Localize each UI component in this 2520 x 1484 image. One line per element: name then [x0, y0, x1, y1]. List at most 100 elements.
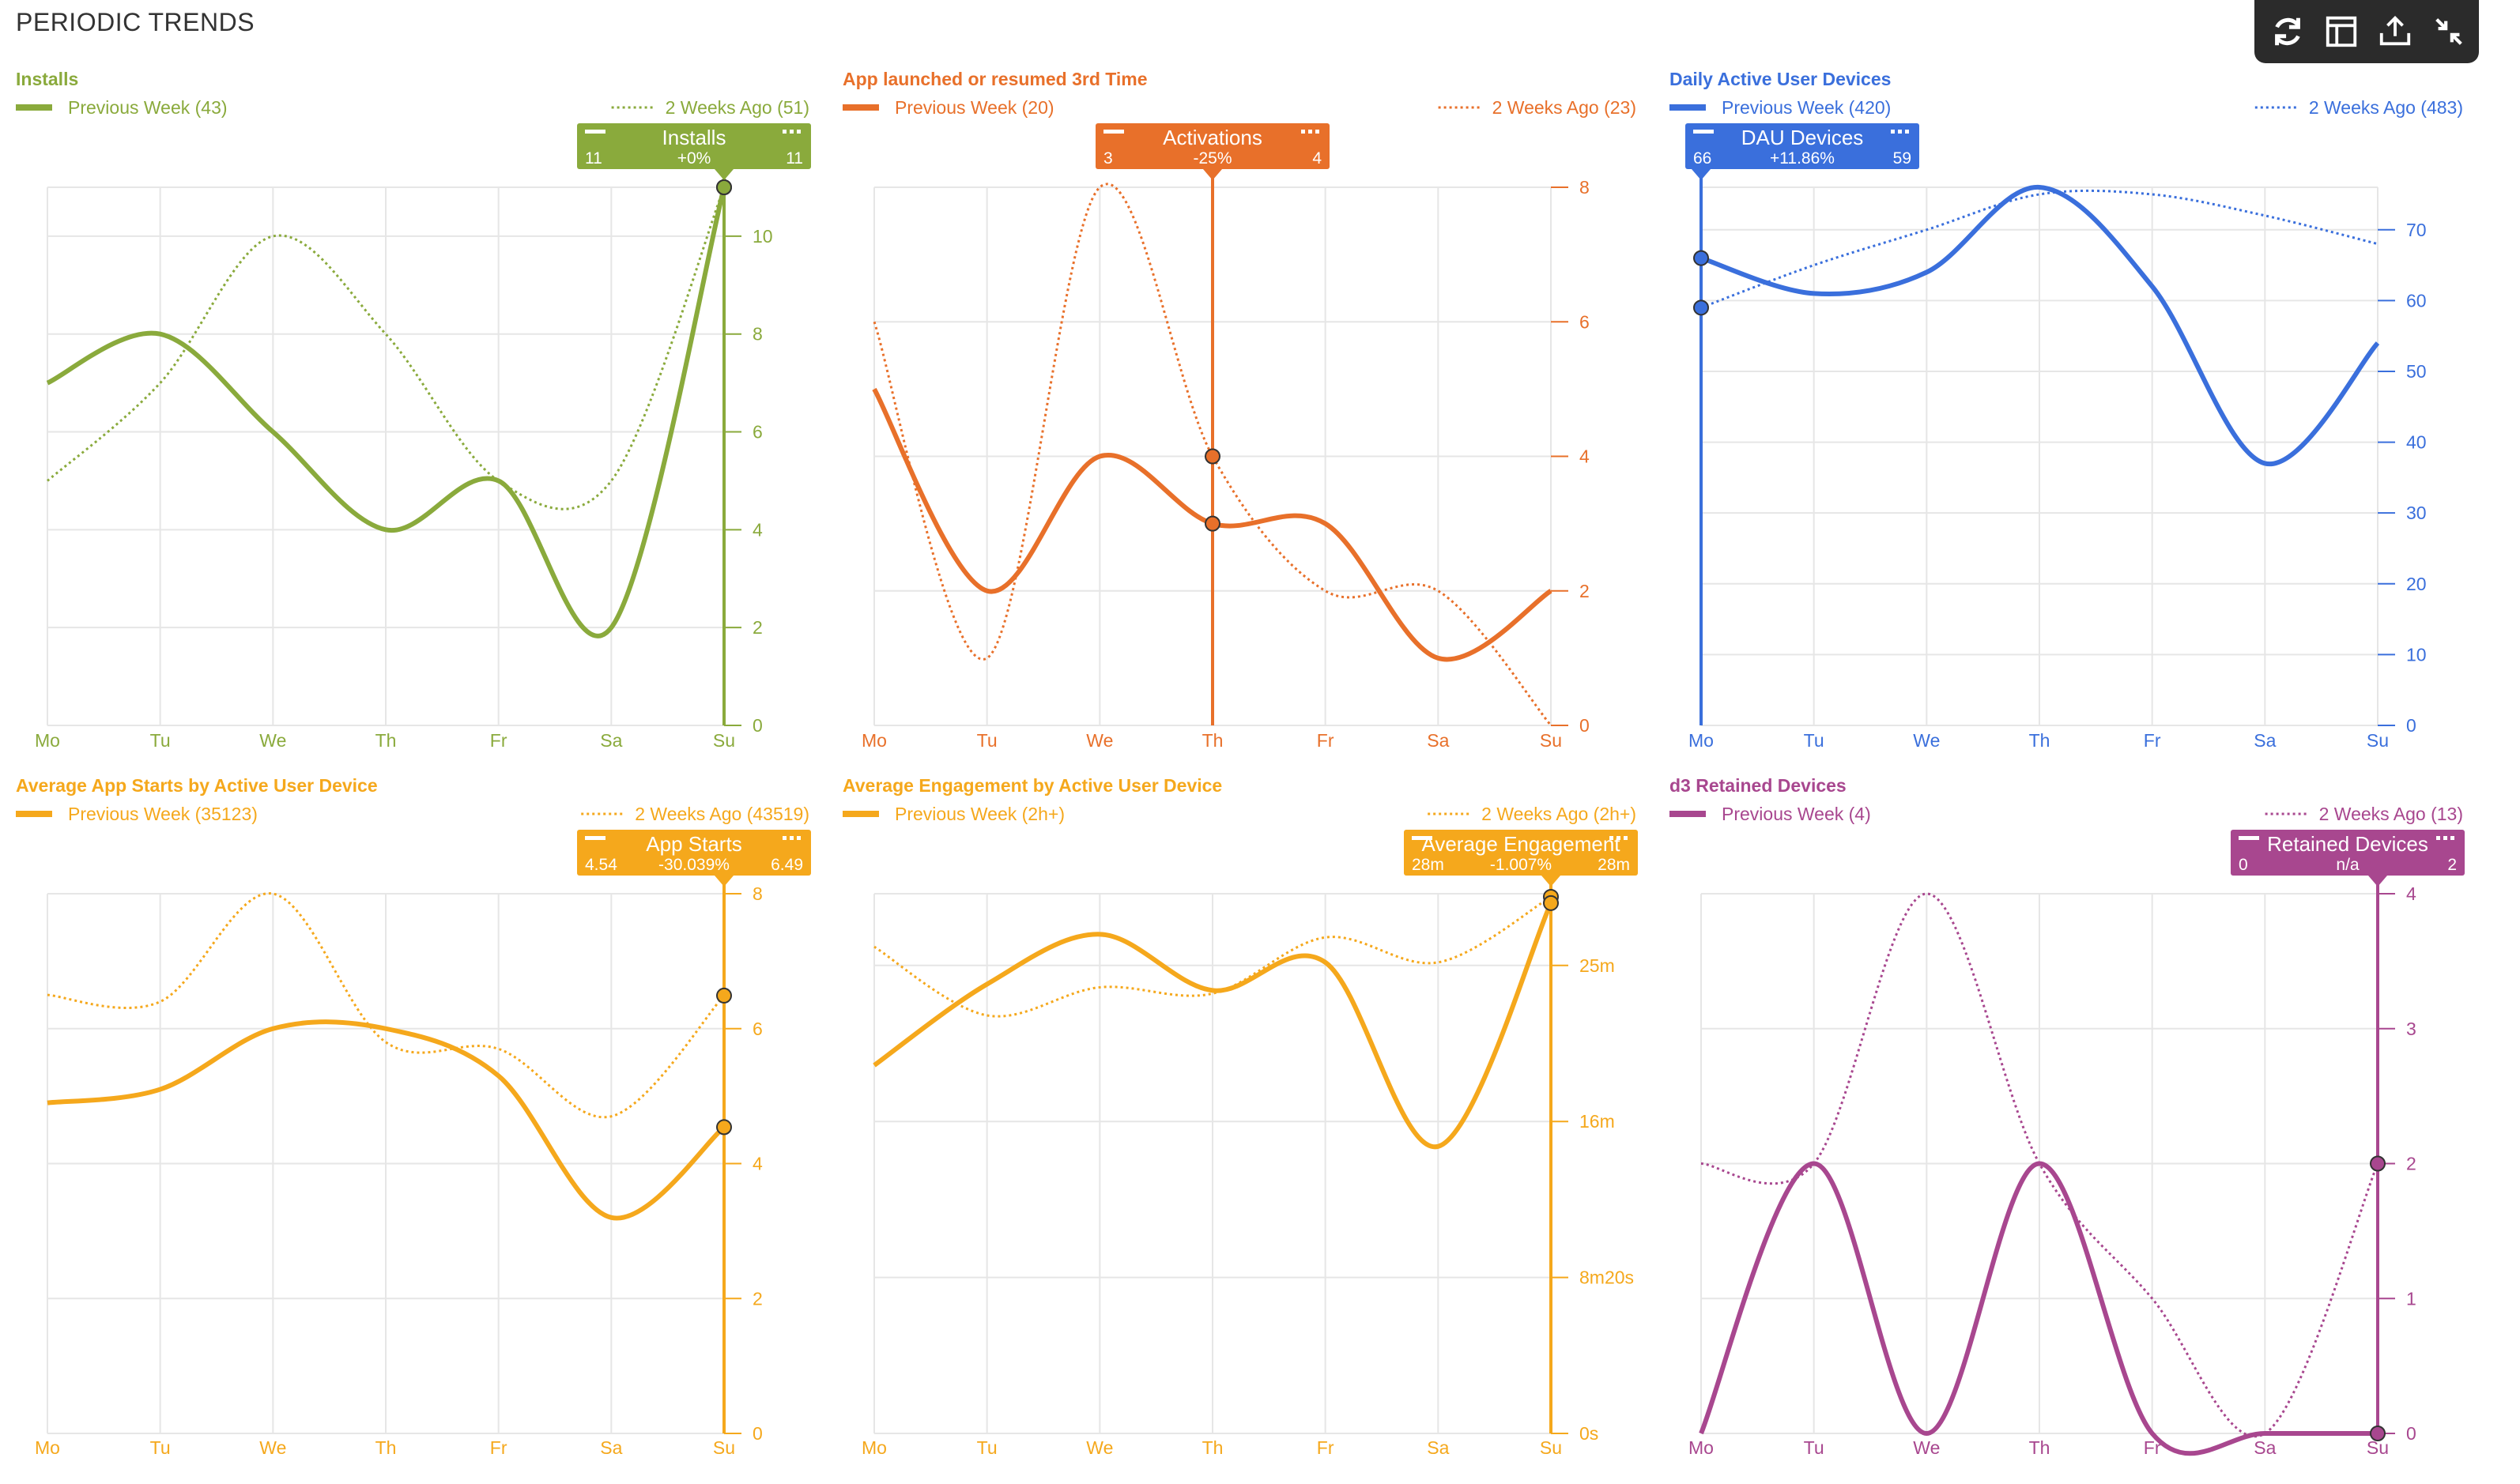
x-tick-label: We [1913, 730, 1940, 751]
toolbar [2254, 0, 2479, 63]
tooltip-change: -25% [1193, 149, 1232, 168]
tooltip-dotted-icon [1905, 130, 1909, 134]
y-tick-label: 10 [753, 226, 773, 247]
marker-two-weeks-ago [716, 987, 732, 1004]
y-tick-label: 50 [2406, 361, 2427, 382]
export-icon [2379, 16, 2411, 46]
chart-5: Average Engagement by Active User Device… [843, 775, 1638, 1458]
x-tick-label: Su [1540, 1437, 1562, 1458]
y-tick-label: 0s [1579, 1423, 1598, 1444]
tooltip-dotted-icon [1616, 836, 1620, 840]
tooltip-title: App Starts [646, 832, 741, 856]
x-tick-label: Sa [1427, 1437, 1449, 1458]
x-tick-label: Mo [862, 730, 887, 751]
tooltip-previous-value: 28m [1412, 856, 1444, 874]
y-tick-label: 6 [753, 1019, 763, 1039]
x-tick-label: Sa [2254, 730, 2276, 751]
tooltip-dotted-icon [2450, 836, 2454, 840]
layout-icon [2326, 16, 2357, 47]
x-tick-label: Tu [977, 730, 998, 751]
collapse-icon [2435, 18, 2462, 45]
chart-2: App launched or resumed 3rd Time Previous… [843, 69, 1636, 751]
y-tick-label: 0 [2406, 1423, 2416, 1444]
x-tick-label: We [1086, 730, 1113, 751]
collapse-button[interactable] [2427, 9, 2471, 54]
series-two-weeks-ago-line [873, 183, 1552, 726]
tooltip-box [1685, 123, 1919, 169]
chart-title: Daily Active User Devices [1669, 69, 1891, 89]
marker-previous-week [1693, 250, 1709, 266]
x-tick-label: Mo [1688, 1437, 1714, 1458]
chart-title: App launched or resumed 3rd Time [843, 69, 1148, 89]
x-tick-label: We [1086, 1437, 1113, 1458]
tooltip-box [577, 123, 811, 169]
legend-two-weeks-ago: 2 Weeks Ago (51) [666, 97, 809, 118]
tooltip: Installs 11 +0% 11 [577, 123, 811, 180]
marker-two-weeks-ago [2370, 1155, 2386, 1172]
y-tick-label: 4 [2406, 883, 2416, 904]
series-previous-week-line [1700, 184, 2380, 466]
series-two-weeks-ago-line [873, 895, 1552, 1018]
legend-two-weeks-ago: 2 Weeks Ago (2h+) [1481, 804, 1636, 824]
refresh-button[interactable] [2265, 9, 2310, 54]
x-tick-label: Tu [1804, 1437, 1824, 1458]
series-previous-week-line [47, 1019, 726, 1221]
chart-title: d3 Retained Devices [1669, 775, 1847, 796]
tooltip-pointer [1203, 169, 1222, 180]
x-tick-label: Fr [2144, 1437, 2161, 1458]
tooltip-box [1096, 123, 1330, 169]
y-tick-label: 4 [753, 519, 763, 540]
legend-previous-week: Previous Week (4) [1722, 804, 1871, 824]
tooltip-change: -1.007% [1490, 856, 1552, 874]
tooltip-dotted-icon [783, 836, 787, 840]
legend-two-weeks-ago: 2 Weeks Ago (483) [2309, 97, 2463, 118]
x-tick-label: Tu [977, 1437, 998, 1458]
x-tick-label: Mo [35, 1437, 60, 1458]
marker-two-weeks-ago [1205, 448, 1220, 465]
x-tick-label: Su [2367, 730, 2389, 751]
page-title: PERIODIC TRENDS [16, 8, 255, 36]
y-tick-label: 4 [753, 1154, 763, 1174]
export-button[interactable] [2373, 9, 2417, 54]
tooltip-box [2231, 830, 2465, 876]
tooltip-dotted-icon [1898, 130, 1902, 134]
legend-two-weeks-ago: 2 Weeks Ago (13) [2319, 804, 2463, 824]
x-tick-label: Su [713, 1437, 735, 1458]
y-tick-label: 0 [753, 1423, 763, 1444]
y-tick-label: 2 [753, 617, 763, 638]
chart-6: d3 Retained Devices Previous Week (4) 2 We… [1669, 775, 2465, 1458]
tooltip-two-weeks-value: 11 [786, 149, 803, 168]
series-two-weeks-ago-line [47, 892, 726, 1119]
tooltip-change: +11.86% [1770, 149, 1835, 168]
x-tick-label: Mo [1688, 730, 1714, 751]
legend-previous-week: Previous Week (35123) [68, 804, 258, 824]
series-previous-week-line [46, 186, 726, 638]
legend-two-weeks-ago: 2 Weeks Ago (23) [1492, 97, 1636, 118]
gridlines [47, 186, 725, 726]
tooltip-pointer [2368, 876, 2387, 887]
y-tick-label: 30 [2406, 503, 2427, 523]
x-tick-label: Fr [1317, 730, 1334, 751]
tooltip-two-weeks-value: 59 [1893, 149, 1911, 168]
tooltip-dotted-icon [790, 836, 794, 840]
tooltip-dotted-icon [797, 130, 801, 134]
y-tick-label: 4 [1579, 446, 1590, 467]
chart-4: Average App Starts by Active User Device… [16, 775, 811, 1458]
layout-button[interactable] [2319, 9, 2363, 54]
x-tick-label: Fr [490, 730, 507, 751]
x-tick-label: Th [1202, 1437, 1224, 1458]
x-tick-label: Th [375, 1437, 397, 1458]
tooltip-solid-icon [2239, 836, 2259, 840]
marker-previous-week [1543, 895, 1559, 911]
series-two-weeks-ago-line [1700, 892, 2379, 1437]
chart-1: Installs Previous Week (43) 2 Weeks Ago (5… [16, 69, 811, 751]
tooltip-pointer [1692, 169, 1711, 180]
y-tick-label: 25m [1579, 955, 1615, 976]
x-tick-label: Sa [600, 1437, 622, 1458]
y-tick-label: 40 [2406, 432, 2427, 453]
tooltip-dotted-icon [790, 130, 794, 134]
tooltip-box [1404, 830, 1638, 876]
gridlines [873, 893, 1552, 1434]
tooltip: Retained Devices 0 n/a 2 [2231, 830, 2465, 887]
